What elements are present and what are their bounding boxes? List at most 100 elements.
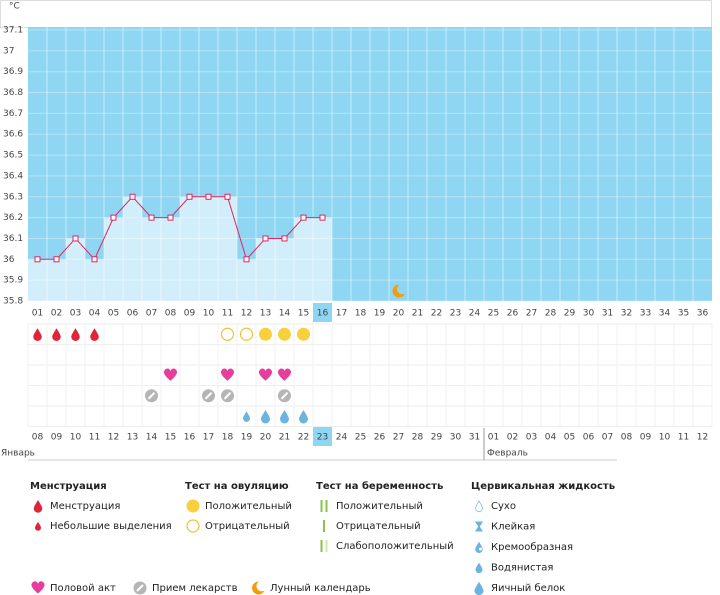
lunar-icon [392,284,405,298]
cycle-day-label: 12 [241,309,252,319]
drop [243,411,250,422]
temperature-point [148,214,155,221]
bar [320,500,323,512]
date-label: 12 [697,433,708,443]
date-label: 11 [678,433,689,443]
cycle-day-label: 09 [184,309,196,319]
y-tick-label: 36.1 [3,234,23,244]
date-label: 02 [507,433,518,443]
date-label: 08 [32,433,44,443]
y-tick-label: 35.9 [3,276,23,286]
cycle-day-label: 30 [583,309,595,319]
slash [204,392,213,400]
legend-icon [320,500,328,512]
y-tick-label: 36.2 [3,213,23,223]
cycle-day-label: 32 [621,309,632,319]
cycle-day-label: 14 [279,309,291,319]
temperature-line [37,196,323,261]
date-label: 20 [260,433,272,443]
circle [259,327,272,341]
legend-label: Положительный [205,501,292,512]
temperature-point [262,235,269,242]
y-tick-label: 37.1 [3,26,23,36]
event-icon [259,327,272,341]
legend-icon [35,521,41,531]
drop [474,581,484,595]
date-label: 27 [393,433,404,443]
cycle-day-label: 20 [393,309,405,319]
cycle-day-label: 18 [355,309,367,319]
legend-icon [186,499,200,513]
legend-title: Цервикальная жидкость [471,481,615,492]
date-label: 17 [203,433,214,443]
event-icon [297,327,310,341]
heart [220,368,235,381]
bar [325,540,328,552]
cycle-day-label: 24 [469,309,481,319]
drop [52,328,61,342]
slash [147,392,156,400]
cycle-day-label: 19 [374,309,386,319]
legend-icon [475,541,483,553]
temperature-point [186,193,193,200]
legend-icon [252,581,265,595]
event-icon [243,411,250,422]
date-label: 09 [640,433,652,443]
date-label: 31 [469,433,480,443]
date-label: 22 [298,433,309,443]
temperature-point [243,256,250,263]
date-label: 14 [146,433,158,443]
event-icon [299,409,308,424]
temperature-point [224,193,231,200]
legend-icon [475,521,483,532]
legend-label: Яичный белок [491,583,565,594]
legend-label: Сухо [491,501,516,512]
temperature-column [294,217,313,301]
hourglass [475,521,483,532]
legend-label: Водянистая [491,563,553,574]
temperature-column [66,238,85,301]
drop [35,521,41,531]
date-label: 28 [412,433,424,443]
legend-label: Отрицательный [205,521,290,532]
temperature-column [275,238,294,301]
cycle-day-label: 04 [89,309,101,319]
y-tick-label: 36.3 [3,192,23,202]
temperature-point [129,193,136,200]
event-icon [145,389,158,403]
drop [71,328,80,342]
date-label: 10 [70,433,82,443]
month-label: Январь [1,449,35,459]
date-label: 03 [526,433,537,443]
slash [136,584,144,592]
drop [280,409,289,424]
cycle-day-label: 13 [260,309,271,319]
event-icon [71,328,80,342]
legend-icon [474,581,484,595]
event-icon [90,328,99,342]
date-label: 21 [279,433,290,443]
y-tick-label: 35.8 [3,297,23,307]
circle [186,519,200,533]
legend-icon [323,520,325,532]
drop [261,409,270,424]
temperature-point [167,214,174,221]
temperature-column [85,259,104,301]
event-icon [220,327,235,341]
y-tick-label: 37 [3,46,14,56]
header-area [0,0,712,28]
drop [475,562,483,574]
temperature-point [53,256,60,263]
circle [297,327,310,341]
cycle-day-label: 06 [127,309,139,319]
cycle-day-label: 26 [507,309,519,319]
date-label: 26 [374,433,386,443]
drop [33,328,42,342]
cycle-day-label: 02 [51,309,62,319]
legend-title: Тест на овуляцию [185,481,289,492]
temperature-column [47,259,66,301]
heart [31,581,45,594]
cycle-day-label: 22 [431,309,442,319]
legend-icon [320,540,328,552]
